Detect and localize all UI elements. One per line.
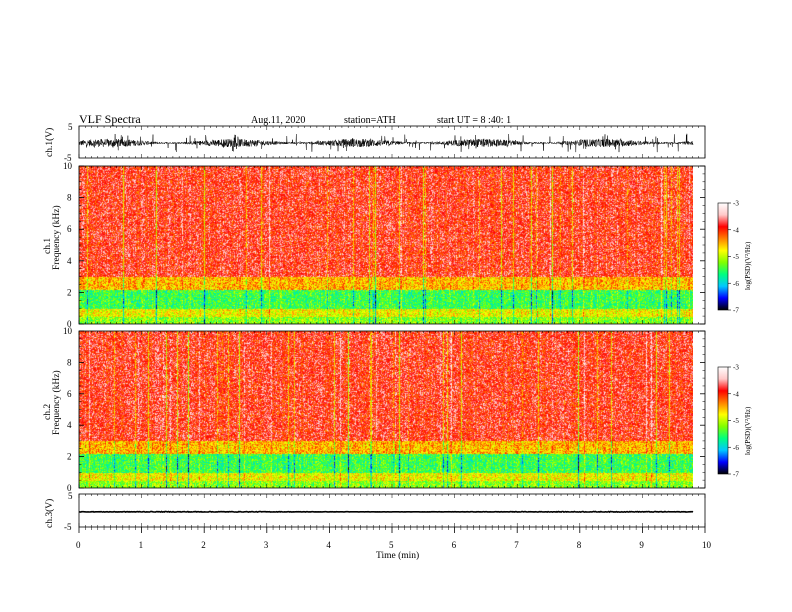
time-tick-label: 6 — [452, 540, 457, 550]
colorbar-tick-label: -3 — [733, 364, 739, 372]
freq-tick-label: 4 — [67, 420, 72, 430]
time-tick-label: 9 — [639, 540, 644, 550]
time-tick-label: 10 — [702, 540, 712, 550]
colorbar-tick-label: -4 — [733, 226, 739, 234]
ch1-waveform-trace — [78, 133, 694, 153]
colorbar-tick-label: -3 — [733, 200, 739, 208]
colorbar-tick-label: -4 — [733, 390, 739, 398]
freq-tick-label: 10 — [63, 326, 73, 336]
ch2-colorbar-ticks: -3 -4 -5 -6 -7 — [728, 364, 739, 479]
ch3-ytick-bottom: -5 — [64, 522, 72, 532]
ch3-ytick-top: 5 — [68, 491, 73, 501]
freq-tick-label: 2 — [67, 287, 72, 297]
ch1-waveform-ylabel: ch.1(V) — [44, 128, 55, 157]
ch1-spectrogram-ylabel: Frequency (kHz) — [51, 205, 62, 270]
ch2-spectrogram-ylabel: Frequency (kHz) — [51, 370, 62, 435]
freq-tick-label: 0 — [67, 483, 72, 493]
ch3-waveform-ylabel: ch.3(V) — [44, 499, 55, 528]
freq-tick-label: 2 — [67, 452, 72, 462]
freq-tick-label: 6 — [67, 224, 72, 234]
time-tick-label: 1 — [139, 540, 144, 550]
ch3-waveform-panel: 5 -5 ch.3(V) 0 1 2 3 4 5 6 7 8 9 10 Time (min) — [44, 126, 712, 561]
figure-title: VLF Spectra — [79, 112, 141, 126]
ch1-ytick-bottom: -5 — [64, 153, 72, 163]
freq-tick-label: 6 — [67, 389, 72, 399]
freq-tick-label: 8 — [67, 193, 72, 203]
time-tick-label: 2 — [201, 540, 206, 550]
time-tick-label: 8 — [577, 540, 582, 550]
freq-tick-label: 4 — [67, 256, 72, 266]
time-tick-label: 5 — [389, 540, 394, 550]
ch1-spectrogram-image — [79, 166, 693, 324]
freq-tick-label: 8 — [67, 357, 72, 367]
time-tick-label: 4 — [326, 540, 331, 550]
date-label: Aug.11, 2020 — [251, 115, 305, 126]
time-axis-label: Time (min) — [376, 550, 419, 561]
colorbar-tick-label: -5 — [733, 417, 739, 425]
ch1-colorbar-label: log(PSD)(V²/Hz) — [744, 241, 752, 290]
start-time-label: start UT = 8 :40: 1 — [437, 115, 511, 126]
time-tick-label: 7 — [514, 540, 519, 550]
colorbar-tick-label: -6 — [733, 280, 739, 288]
ch1-colorbar — [718, 203, 728, 310]
time-tick-label: 0 — [76, 540, 81, 550]
ch2-spectrogram-channel-label: ch.2 — [43, 404, 53, 420]
time-tick-label: 3 — [264, 540, 269, 550]
ch1-spectrogram-channel-label: ch.1 — [43, 238, 53, 254]
ch1-waveform-panel: 5 -5 ch.1(V) — [44, 122, 706, 163]
colorbar-tick-label: -6 — [733, 444, 739, 452]
freq-tick-label: 0 — [67, 319, 72, 329]
ch2-spectrogram-yticks: 0 2 4 6 8 10 — [63, 326, 705, 493]
colorbar-tick-label: -5 — [733, 253, 739, 261]
waveform-line — [78, 133, 694, 153]
ch2-colorbar-label: log(PSD)(V²/Hz) — [744, 406, 752, 455]
ch3-waveform-trace — [79, 510, 694, 514]
waveform-line — [79, 510, 694, 514]
freq-tick-label: 10 — [63, 161, 73, 171]
colorbar-tick-label: -7 — [733, 307, 739, 315]
ch1-colorbar-ticks: -3 -4 -5 -6 -7 — [728, 200, 739, 315]
ch1-ytick-top: 5 — [68, 122, 73, 132]
station-label: station=ATH — [344, 115, 396, 126]
ch3-waveform-frame — [78, 493, 706, 528]
colorbar-tick-label: -7 — [733, 471, 739, 479]
ch1-spectrogram-yticks: 0 2 4 6 8 10 — [63, 161, 705, 329]
ch2-colorbar — [718, 367, 728, 474]
time-axis-ticks: 0 1 2 3 4 5 6 7 8 9 10 — [76, 126, 712, 550]
ch2-spectrogram-image — [79, 331, 693, 488]
